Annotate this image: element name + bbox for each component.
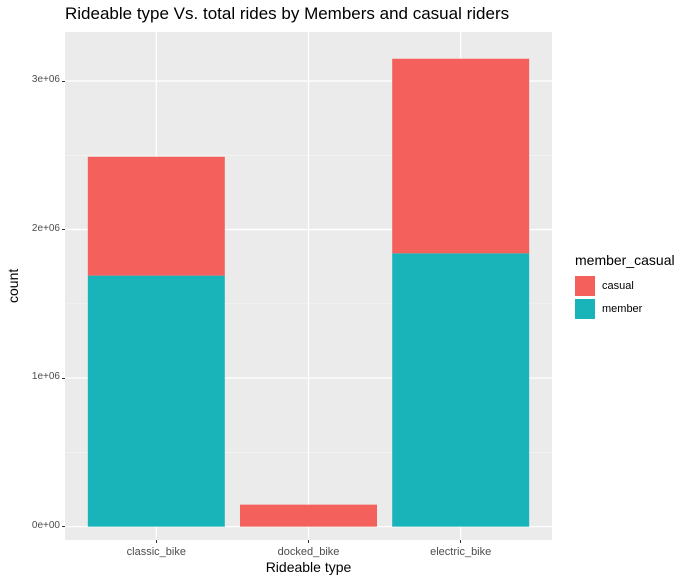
legend-item-member: member [575,297,675,320]
x-tick-label: classic_bike [126,546,186,558]
x-tick-mark [308,540,309,543]
x-tick-label: docked_bike [277,546,340,558]
y-axis-title: count [5,268,21,303]
legend-key-casual [575,275,595,296]
legend-label: member [602,302,643,315]
y-tick-label: 0e+00 [31,519,60,531]
legend: member_casual casual member [575,252,675,320]
y-tick-mark [62,377,65,379]
legend-title: member_casual [575,252,675,268]
y-tick-label: 2e+06 [31,222,60,234]
x-axis-title: Rideable type [265,559,352,575]
legend-label: casual [602,279,634,292]
legend-item-casual: casual [575,274,675,297]
bar-casual-electric_bike [392,58,530,254]
y-tick-label: 3e+06 [31,74,60,86]
x-tick-mark [460,540,462,543]
bar-casual-classic_bike [87,156,225,276]
bar-member-classic_bike [87,275,225,527]
x-tick-mark [155,540,157,543]
plot-panel [65,32,552,540]
bar-member-electric_bike [392,253,530,527]
plot-area [65,32,552,540]
x-tick-label: electric_bike [430,546,492,558]
chart-title: Rideable type Vs. total rides by Members… [65,4,510,23]
legend-key-member [575,298,595,319]
legend-items: casual member [575,274,675,320]
y-tick-label: 1e+06 [31,371,60,383]
bar-casual-docked_bike [240,504,377,527]
y-tick-mark [62,229,65,231]
y-tick-mark [62,526,65,528]
y-tick-mark [62,80,65,82]
